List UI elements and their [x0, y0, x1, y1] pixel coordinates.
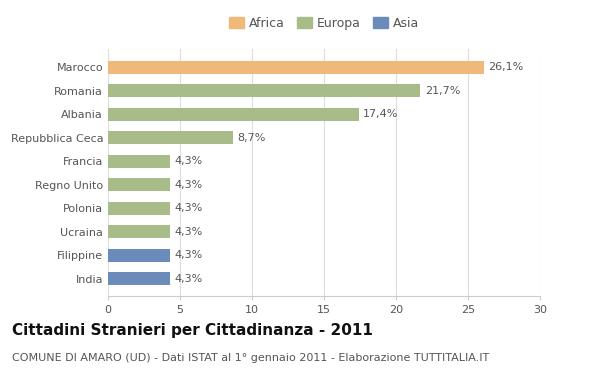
Bar — [108, 178, 170, 191]
Text: 4,3%: 4,3% — [174, 156, 202, 166]
Text: 8,7%: 8,7% — [238, 133, 266, 142]
Text: 4,3%: 4,3% — [174, 274, 202, 284]
Text: 21,7%: 21,7% — [425, 86, 460, 96]
Text: 4,3%: 4,3% — [174, 180, 202, 190]
Bar — [108, 108, 359, 120]
Bar — [108, 131, 233, 144]
Text: 26,1%: 26,1% — [488, 62, 523, 72]
Text: 4,3%: 4,3% — [174, 203, 202, 213]
Bar — [108, 272, 170, 285]
Bar — [108, 249, 170, 262]
Text: 4,3%: 4,3% — [174, 250, 202, 260]
Text: 17,4%: 17,4% — [363, 109, 398, 119]
Text: 4,3%: 4,3% — [174, 227, 202, 237]
Bar — [108, 202, 170, 215]
Legend: Africa, Europa, Asia: Africa, Europa, Asia — [225, 13, 423, 33]
Bar — [108, 61, 484, 74]
Text: Cittadini Stranieri per Cittadinanza - 2011: Cittadini Stranieri per Cittadinanza - 2… — [12, 323, 373, 338]
Bar — [108, 155, 170, 168]
Bar — [108, 84, 421, 97]
Bar — [108, 225, 170, 238]
Text: COMUNE DI AMARO (UD) - Dati ISTAT al 1° gennaio 2011 - Elaborazione TUTTITALIA.I: COMUNE DI AMARO (UD) - Dati ISTAT al 1° … — [12, 353, 489, 363]
